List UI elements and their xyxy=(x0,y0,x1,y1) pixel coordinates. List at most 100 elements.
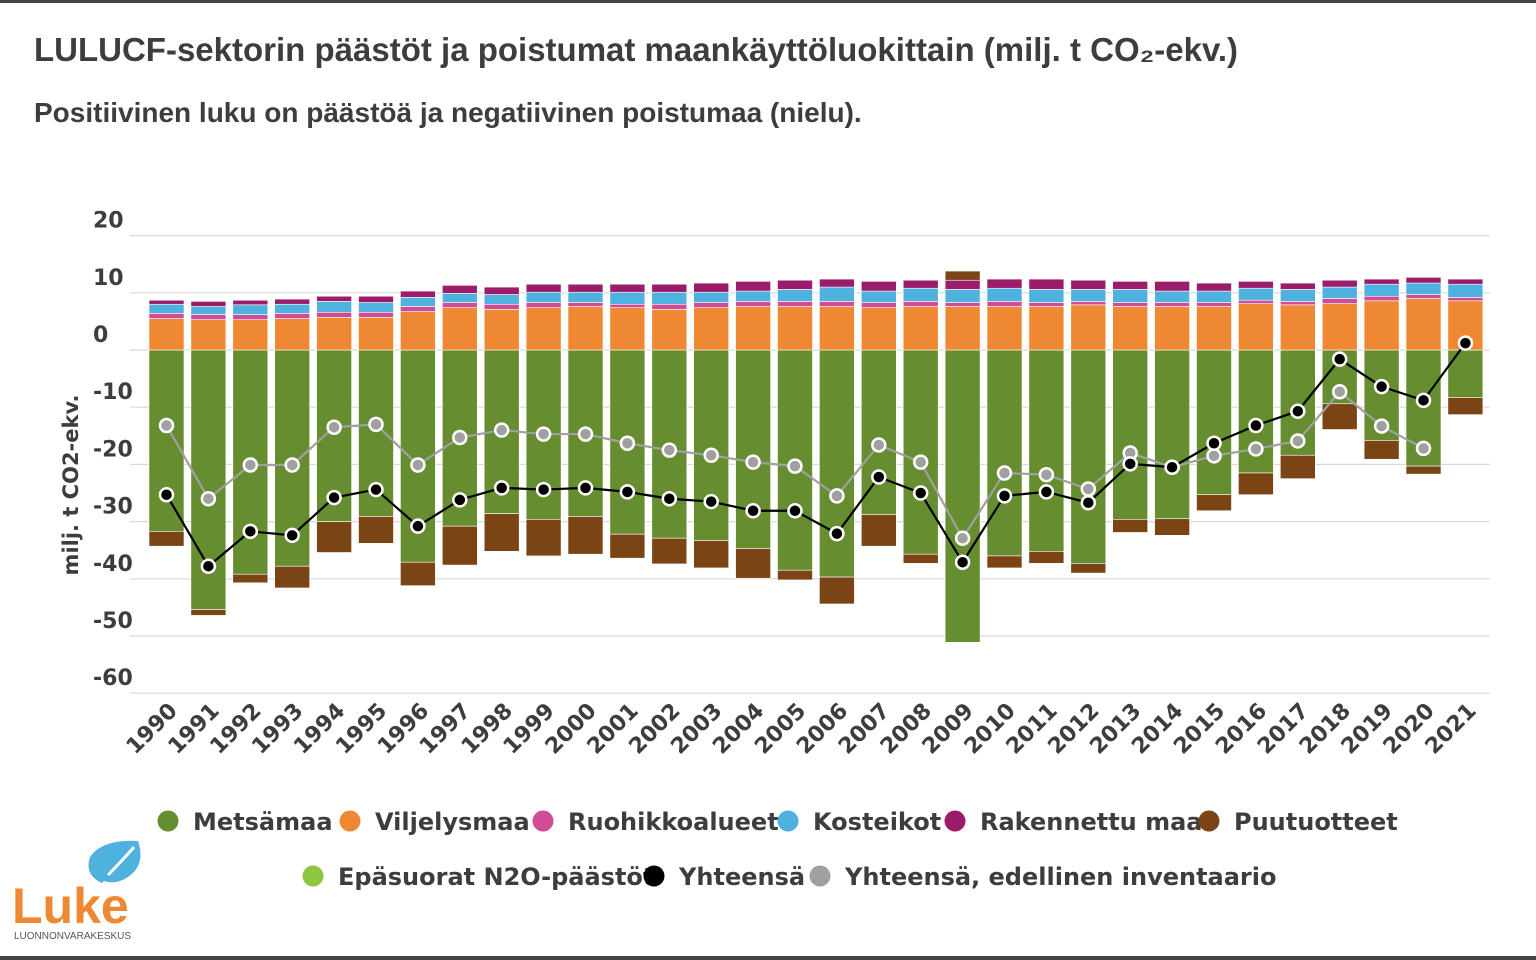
bar-rakennettu-maa-1999 xyxy=(525,283,562,293)
y-tick-label: -50 xyxy=(93,609,133,634)
point-yhteensa xyxy=(1331,351,1348,367)
bar-kosteikot-2004 xyxy=(735,290,771,302)
bar-kosteikot-2010 xyxy=(986,287,1023,302)
bar-ruohikkoalueet-2013 xyxy=(1112,302,1148,307)
y-tick-label: -60 xyxy=(93,666,133,691)
bar-viljelysmaa-1999 xyxy=(525,307,562,351)
bar-rakennettu-maa-2010 xyxy=(986,278,1023,289)
bar-rakennettu-maa-1997 xyxy=(441,285,478,294)
bar-kosteikot-1998 xyxy=(483,294,520,305)
bar-kosteikot-1992 xyxy=(232,304,269,315)
bar-rakennettu-maa-2017 xyxy=(1280,282,1316,290)
bar-kosteikot-1993 xyxy=(274,303,311,314)
point-edellinen xyxy=(829,488,845,504)
bar-viljelysmaa-1994 xyxy=(316,317,352,351)
point-edellinen xyxy=(1373,418,1390,434)
bar-ruohikkoalueet-2020 xyxy=(1405,294,1442,299)
bar-puutuotteet-2001 xyxy=(609,533,646,559)
bar-puutuotteet-2008 xyxy=(902,553,939,564)
point-edellinen xyxy=(200,490,217,507)
bar-metsämaa-2014 xyxy=(1154,349,1190,520)
bar-puutuotteet-1993 xyxy=(274,565,311,589)
bar-puutuotteet-1998 xyxy=(483,513,520,552)
bar-rakennettu-maa-2016 xyxy=(1238,281,1274,289)
bar-viljelysmaa-1990 xyxy=(148,318,185,351)
bar-rakennettu-maa-2006 xyxy=(819,278,855,288)
point-edellinen xyxy=(912,454,929,470)
bar-puutuotteet-1995 xyxy=(358,516,394,544)
bar-kosteikot-2015 xyxy=(1196,290,1232,303)
bar-ruohikkoalueet-2004 xyxy=(735,301,771,307)
bar-ruohikkoalueet-2000 xyxy=(567,302,604,307)
bar-viljelysmaa-1993 xyxy=(274,318,311,351)
bar-rakennettu-maa-1995 xyxy=(358,295,394,303)
point-yhteensa xyxy=(410,518,426,534)
bar-viljelysmaa-2014 xyxy=(1154,306,1190,351)
bar-kosteikot-2005 xyxy=(777,289,813,302)
bar-puutuotteet-2020 xyxy=(1405,465,1442,475)
y-tick-label: -40 xyxy=(93,552,133,577)
bar-puutuotteet-2017 xyxy=(1280,454,1316,479)
bar-kosteikot-2014 xyxy=(1154,290,1190,303)
point-edellinen xyxy=(1290,433,1306,449)
legend-label: Viljelysmaa xyxy=(375,808,530,836)
bar-metsämaa-2009 xyxy=(944,349,981,643)
bar-rakennettu-maa-2014 xyxy=(1154,281,1190,292)
bar-kosteikot-2000 xyxy=(567,291,604,303)
bar-kosteikot-2007 xyxy=(860,290,897,303)
point-edellinen xyxy=(1038,466,1055,483)
point-edellinen xyxy=(996,465,1013,481)
bar-viljelysmaa-2013 xyxy=(1112,306,1148,351)
chart-title: LULUCF-sektorin päästöt ja poistumat maa… xyxy=(34,31,1239,68)
point-edellinen xyxy=(619,435,636,451)
bar-ruohikkoalueet-2011 xyxy=(1028,302,1065,307)
y-axis-label: milj. t CO2-ekv. xyxy=(59,395,83,576)
bar-kosteikot-2008 xyxy=(902,287,939,302)
point-edellinen xyxy=(745,454,761,470)
point-yhteensa xyxy=(200,558,217,574)
bar-puutuotteet-2018 xyxy=(1321,403,1358,430)
bar-ruohikkoalueet-2009 xyxy=(944,302,981,307)
bar-ruohikkoalueet-2002 xyxy=(651,303,688,310)
bar-puutuotteet-2013 xyxy=(1112,519,1148,533)
bar-viljelysmaa-2011 xyxy=(1028,306,1065,351)
point-edellinen xyxy=(284,457,300,473)
bar-puutuotteet-1994 xyxy=(316,521,352,553)
point-yhteensa xyxy=(661,490,678,507)
bar-rakennettu-maa-2012 xyxy=(1070,279,1107,290)
y-tick-label: 0 xyxy=(93,323,108,348)
bar-viljelysmaa-2007 xyxy=(860,307,897,351)
bar-puutuotteet-1992 xyxy=(232,573,269,584)
point-yhteensa xyxy=(1122,456,1138,472)
bar-puutuotteet-2009 xyxy=(944,270,981,281)
bar-viljelysmaa-2018 xyxy=(1321,303,1358,351)
bar-kosteikot-2012 xyxy=(1070,289,1107,302)
bar-viljelysmaa-2009 xyxy=(944,306,981,351)
bar-kosteikot-2016 xyxy=(1238,287,1274,301)
bar-ruohikkoalueet-1999 xyxy=(525,302,562,308)
legend-marker xyxy=(809,865,831,887)
bar-puutuotteet-2006 xyxy=(819,576,855,605)
bar-metsämaa-2012 xyxy=(1070,349,1107,564)
bar-rakennettu-maa-2007 xyxy=(860,281,897,292)
point-edellinen xyxy=(871,437,887,453)
bar-rakennettu-maa-1993 xyxy=(274,298,311,305)
bar-viljelysmaa-2005 xyxy=(777,306,813,351)
bar-rakennettu-maa-2000 xyxy=(567,283,604,293)
bar-rakennettu-maa-1990 xyxy=(148,299,185,305)
bar-metsämaa-2004 xyxy=(735,349,771,549)
point-yhteensa xyxy=(1080,494,1097,511)
point-yhteensa xyxy=(912,485,929,501)
point-edellinen xyxy=(535,426,552,442)
point-edellinen xyxy=(158,417,175,434)
bar-rakennettu-maa-2002 xyxy=(651,283,688,293)
bar-viljelysmaa-2012 xyxy=(1070,304,1107,351)
bar-puutuotteet-2005 xyxy=(777,569,813,581)
bar-viljelysmaa-2002 xyxy=(651,309,688,351)
bar-kosteikot-2021 xyxy=(1447,283,1484,298)
point-yhteensa xyxy=(871,469,887,485)
bar-viljelysmaa-1997 xyxy=(441,307,478,351)
bar-viljelysmaa-1998 xyxy=(483,309,520,351)
bar-viljelysmaa-2001 xyxy=(609,307,646,351)
